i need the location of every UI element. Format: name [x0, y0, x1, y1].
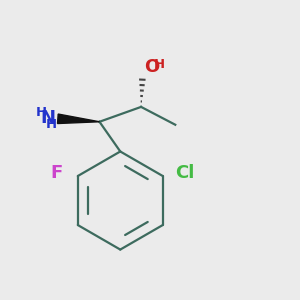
Text: N: N: [40, 109, 55, 127]
Text: H: H: [36, 106, 47, 119]
Text: H: H: [46, 118, 57, 130]
Polygon shape: [58, 114, 100, 124]
Text: H: H: [154, 58, 165, 71]
Text: Cl: Cl: [176, 164, 195, 182]
Text: F: F: [50, 164, 62, 182]
Text: O: O: [144, 58, 159, 76]
